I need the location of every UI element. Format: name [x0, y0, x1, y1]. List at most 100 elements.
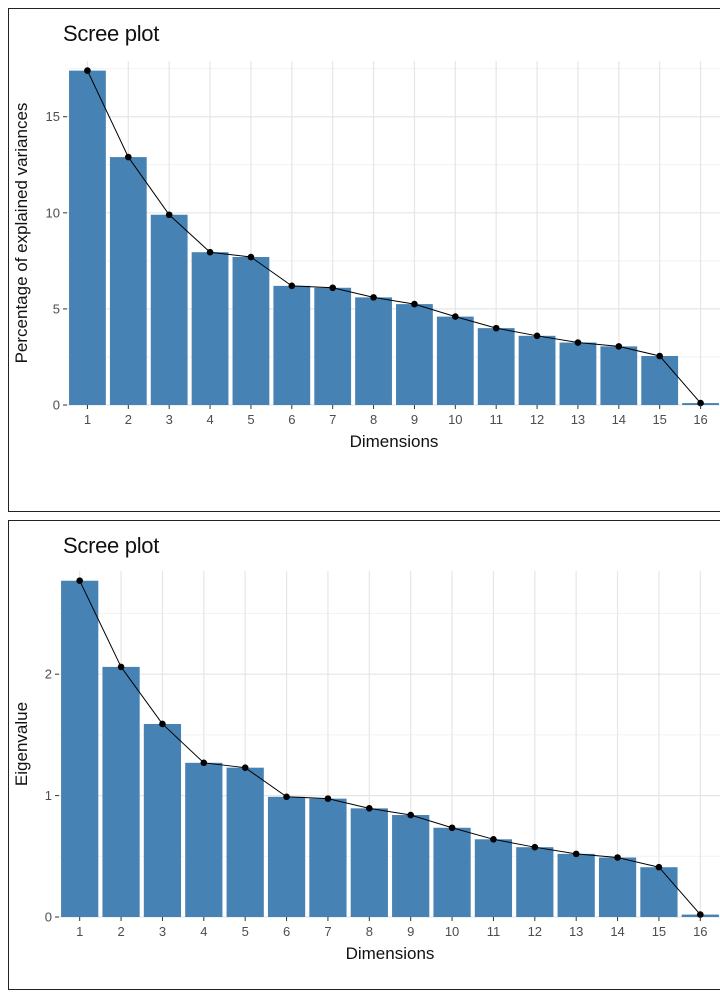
x-tick-label: 5 [247, 412, 254, 427]
bar [640, 867, 678, 917]
chart-title: Scree plot [63, 21, 160, 46]
data-point [574, 339, 582, 346]
bar [518, 335, 556, 405]
y-tick-label: 10 [46, 205, 60, 220]
data-point [370, 294, 377, 301]
y-axis-title: Eigenvalue [12, 702, 31, 786]
bar [396, 304, 433, 405]
x-tick-label: 2 [125, 412, 132, 427]
trend-line [86, 70, 701, 404]
data-point [76, 577, 83, 585]
bar [392, 815, 430, 917]
x-tick-label: 4 [200, 924, 207, 939]
x-tick-label: 8 [366, 924, 373, 939]
bar [516, 847, 554, 917]
bar [69, 70, 106, 405]
x-axis-title: Dimensions [350, 432, 439, 451]
data-point [288, 282, 296, 290]
data-point [492, 324, 500, 332]
y-tick-label: 5 [53, 301, 60, 316]
bar [641, 355, 679, 405]
x-tick-label: 16 [693, 412, 707, 427]
data-point [165, 211, 173, 219]
x-tick-label: 13 [569, 924, 583, 939]
bar [273, 285, 311, 405]
scree-plot-eigenvalue-panel: Scree plot 0 1 2 1 2 3 4 5 6 7 8 9 10 11 12 13 14 15 16 Dim… [8, 520, 720, 990]
y-tick-label: 1 [45, 788, 52, 803]
bar [191, 252, 229, 405]
y-axis-title: Percentage of explained variances [12, 103, 31, 364]
x-tick-label: 3 [159, 924, 166, 939]
x-tick-label: 13 [571, 412, 585, 427]
data-point [490, 836, 497, 843]
bar [314, 287, 352, 405]
y-tick-label: 0 [45, 910, 52, 925]
x-tick-label: 16 [693, 924, 707, 939]
data-point [241, 764, 249, 771]
x-tick-label: 12 [530, 412, 544, 427]
data-point [200, 759, 208, 767]
x-tick-label: 1 [76, 924, 83, 939]
data-point [656, 352, 663, 360]
bar [150, 214, 188, 405]
data-point [614, 854, 621, 861]
x-tick-label: 3 [166, 412, 173, 427]
bar [433, 827, 471, 917]
data-point [324, 795, 332, 802]
scree-plot-variance-panel: Scree plot 0 5 10 15 1 2 3 4 5 6 7 8 9 10 11 12 13 14 15 16… [8, 8, 720, 512]
data-point [366, 805, 373, 812]
data-point [206, 248, 214, 256]
x-axis-title: Dimensions [346, 944, 435, 963]
y-tick-label: 2 [45, 667, 52, 682]
data-point [697, 399, 704, 407]
x-tick-label: 10 [448, 412, 462, 427]
data-point [117, 663, 125, 671]
bar [559, 342, 597, 405]
bar [598, 857, 637, 917]
x-tick-label: 11 [487, 924, 501, 939]
bar [309, 798, 347, 917]
data-point [697, 911, 704, 918]
bar [232, 257, 270, 405]
bar [474, 839, 513, 917]
x-tick-label: 7 [329, 412, 336, 427]
trend-line [79, 580, 701, 915]
x-tick-label: 15 [652, 412, 666, 427]
bar [355, 297, 392, 405]
data-point [615, 343, 623, 350]
bar [226, 767, 264, 917]
x-tick-label: 6 [288, 412, 295, 427]
bar [61, 580, 99, 917]
data-point [448, 824, 456, 832]
x-tick-label: 5 [242, 924, 249, 939]
x-tick-label: 10 [445, 924, 459, 939]
x-tick-label: 6 [283, 924, 290, 939]
bar [436, 316, 474, 405]
x-tick-label: 14 [610, 924, 624, 939]
x-tick-label: 12 [528, 924, 542, 939]
bar [350, 808, 388, 917]
data-point [452, 313, 459, 320]
y-tick-label: 0 [53, 398, 60, 413]
x-tick-label: 8 [370, 412, 377, 427]
data-point [125, 153, 132, 161]
bar [557, 853, 595, 917]
data-point [407, 811, 414, 819]
data-point [247, 253, 255, 261]
x-tick-label: 14 [612, 412, 626, 427]
data-point [329, 284, 336, 292]
x-tick-label: 15 [652, 924, 666, 939]
data-point [411, 300, 418, 308]
x-tick-label: 7 [324, 924, 331, 939]
bar [267, 796, 306, 917]
chart-title: Scree plot [63, 533, 160, 558]
data-point [283, 793, 290, 801]
bar [109, 157, 147, 405]
x-tick-label: 11 [489, 412, 503, 427]
x-tick-label: 1 [84, 412, 91, 427]
x-tick-label: 2 [117, 924, 124, 939]
bar [477, 328, 515, 405]
bar [185, 762, 223, 917]
